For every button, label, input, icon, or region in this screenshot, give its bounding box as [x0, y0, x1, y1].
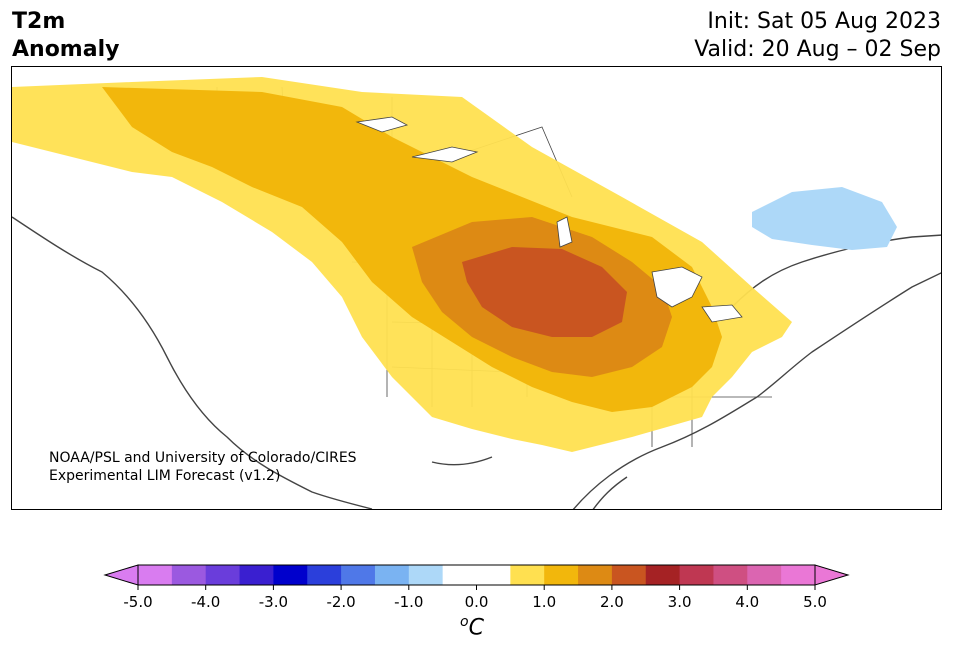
colorbar-tick-label: 3.0 [668, 593, 692, 611]
title-line-1: T2m [12, 9, 66, 34]
forecast-dates: Init: Sat 05 Aug 2023 Valid: 20 Aug – 02… [694, 8, 941, 64]
init-date: Init: Sat 05 Aug 2023 [707, 9, 941, 34]
unit-degree: o [460, 614, 469, 630]
colorbar-tick-label: -3.0 [259, 593, 288, 611]
colorbar-cell [781, 565, 816, 585]
warm-anomaly-dark-orange [462, 247, 627, 337]
title-line-2: Anomaly [12, 37, 120, 62]
colorbar-cells [138, 565, 816, 585]
colorbar-cell [138, 565, 173, 585]
colorbar-cell [307, 565, 342, 585]
map-title: T2m Anomaly [12, 8, 119, 64]
colorbar-cell [713, 565, 748, 585]
colorbar-tick-label: 1.0 [532, 593, 556, 611]
colorbar: -5.0 -4.0 -3.0 -2.0 -1.0 0.0 1.0 2.0 3.0 4.0 5.0 [103, 564, 850, 611]
colorbar-cell [747, 565, 782, 585]
colorbar-left-extension [103, 564, 139, 586]
colorbar-unit: oC [460, 614, 484, 640]
colorbar-tick-label: -1.0 [394, 593, 423, 611]
colorbar-cell [205, 565, 241, 585]
colorbar-cell [611, 565, 647, 585]
colorbar-tick-label: 0.0 [465, 593, 489, 611]
colorbar-tick-label: 5.0 [803, 593, 827, 611]
cool-anomaly-blue [752, 187, 897, 250]
valid-range: Valid: 20 Aug – 02 Sep [694, 37, 941, 62]
colorbar-cell [408, 565, 444, 585]
lakes [355, 116, 743, 323]
credit-line-1: NOAA/PSL and University of Colorado/CIRE… [49, 450, 357, 466]
colorbar-cell [273, 565, 308, 585]
colorbar-ticks: -5.0 -4.0 -3.0 -2.0 -1.0 0.0 1.0 2.0 3.0 4.0 5.0 [123, 585, 827, 611]
colorbar-cell [374, 565, 410, 585]
credit-line-2: Experimental LIM Forecast (v1.2) [49, 468, 281, 484]
colorbar-tick-label: 2.0 [600, 593, 624, 611]
colorbar-cell [510, 565, 545, 585]
colorbar-cell [341, 565, 376, 585]
anomaly-map [12, 77, 941, 509]
colorbar-cell [239, 565, 274, 585]
colorbar-tick-label: -2.0 [326, 593, 355, 611]
credit-text: NOAA/PSL and University of Colorado/CIRE… [49, 449, 357, 485]
unit-symbol: C [468, 615, 484, 641]
colorbar-cell [578, 565, 613, 585]
colorbar-cell [476, 565, 511, 585]
colorbar-cell [442, 565, 477, 585]
colorbar-right-extension [814, 564, 850, 586]
colorbar-tick-label: -4.0 [191, 593, 220, 611]
colorbar-cell [171, 565, 207, 585]
colorbar-cell [544, 565, 579, 585]
colorbar-tick-label: 4.0 [735, 593, 759, 611]
colorbar-tick-label: -5.0 [123, 593, 152, 611]
colorbar-cell [645, 565, 681, 585]
map-panel [11, 66, 942, 510]
colorbar-cell [679, 565, 714, 585]
